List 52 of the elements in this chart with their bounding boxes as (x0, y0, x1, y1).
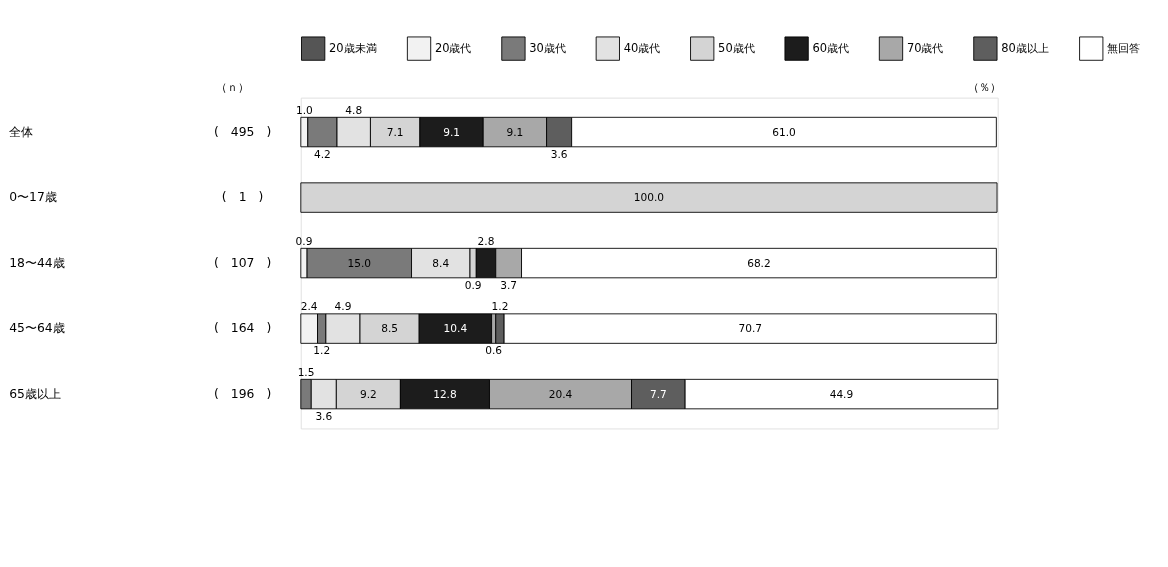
legend-label: 70歳代 (906, 41, 944, 56)
data-label: 100.0 (633, 191, 665, 204)
data-label: 1.2 (491, 300, 509, 313)
data-label: 68.2 (747, 256, 771, 269)
data-label: 15.0 (347, 256, 372, 269)
data-label: 20.4 (548, 387, 573, 400)
legend-label: 60歳代 (812, 41, 850, 56)
legend-label: 20歳代 (434, 41, 472, 56)
text: ( 107 ) (214, 255, 272, 270)
data-label: 44.9 (829, 387, 854, 400)
text: ( 164 ) (214, 321, 272, 336)
data-label: 4.8 (345, 103, 363, 116)
text: ( 495 ) (214, 124, 272, 139)
data-label: 61.0 (772, 125, 797, 138)
text: ( 196 ) (214, 386, 272, 401)
legend-label: 30歳代 (529, 41, 566, 56)
data-label: 3.7 (500, 278, 518, 291)
y-tick-label: 全体 (9, 124, 34, 139)
data-label: 9.1 (506, 125, 524, 138)
data-label: 1.5 (297, 365, 315, 378)
y-tick-label: 65歳以上 (9, 386, 61, 401)
data-label: 2.4 (300, 300, 318, 313)
legend-label: 無回答 (1107, 41, 1141, 56)
data-label: 0.9 (295, 234, 313, 247)
data-label: 7.7 (649, 387, 667, 400)
y-tick-label: 18〜44歳 (9, 255, 65, 270)
data-label: 8.4 (432, 256, 450, 269)
data-label: 7.1 (386, 125, 404, 138)
data-label: 0.6 (485, 344, 503, 357)
data-label: 9.1 (443, 125, 460, 138)
legend-label: 50歳代 (718, 41, 755, 56)
data-label: 0.9 (464, 278, 482, 291)
data-label: 8.5 (381, 322, 398, 335)
legend-label: 20歳未満 (329, 41, 377, 56)
data-label: 1.2 (313, 344, 331, 357)
data-label: 10.4 (443, 322, 468, 335)
data-label: 12.8 (433, 387, 457, 400)
y-tick-label: 0〜17歳 (9, 190, 57, 205)
text: （ｎ） (215, 79, 249, 94)
data-label: 70.7 (738, 322, 763, 335)
data-label: 2.8 (477, 234, 495, 247)
data-label: 3.6 (315, 409, 333, 422)
legend-label: 40歳代 (623, 41, 661, 56)
y-tick-label: 45〜64歳 (9, 321, 65, 336)
data-label: 1.0 (295, 103, 313, 116)
data-label: 4.9 (334, 300, 352, 313)
text: （％） (968, 79, 1002, 94)
text: ( 1 ) (221, 190, 264, 205)
data-label: 4.2 (313, 147, 331, 160)
data-label: 3.6 (550, 147, 568, 160)
legend-label: 80歳以上 (1001, 41, 1049, 56)
data-label: 9.2 (359, 387, 377, 400)
